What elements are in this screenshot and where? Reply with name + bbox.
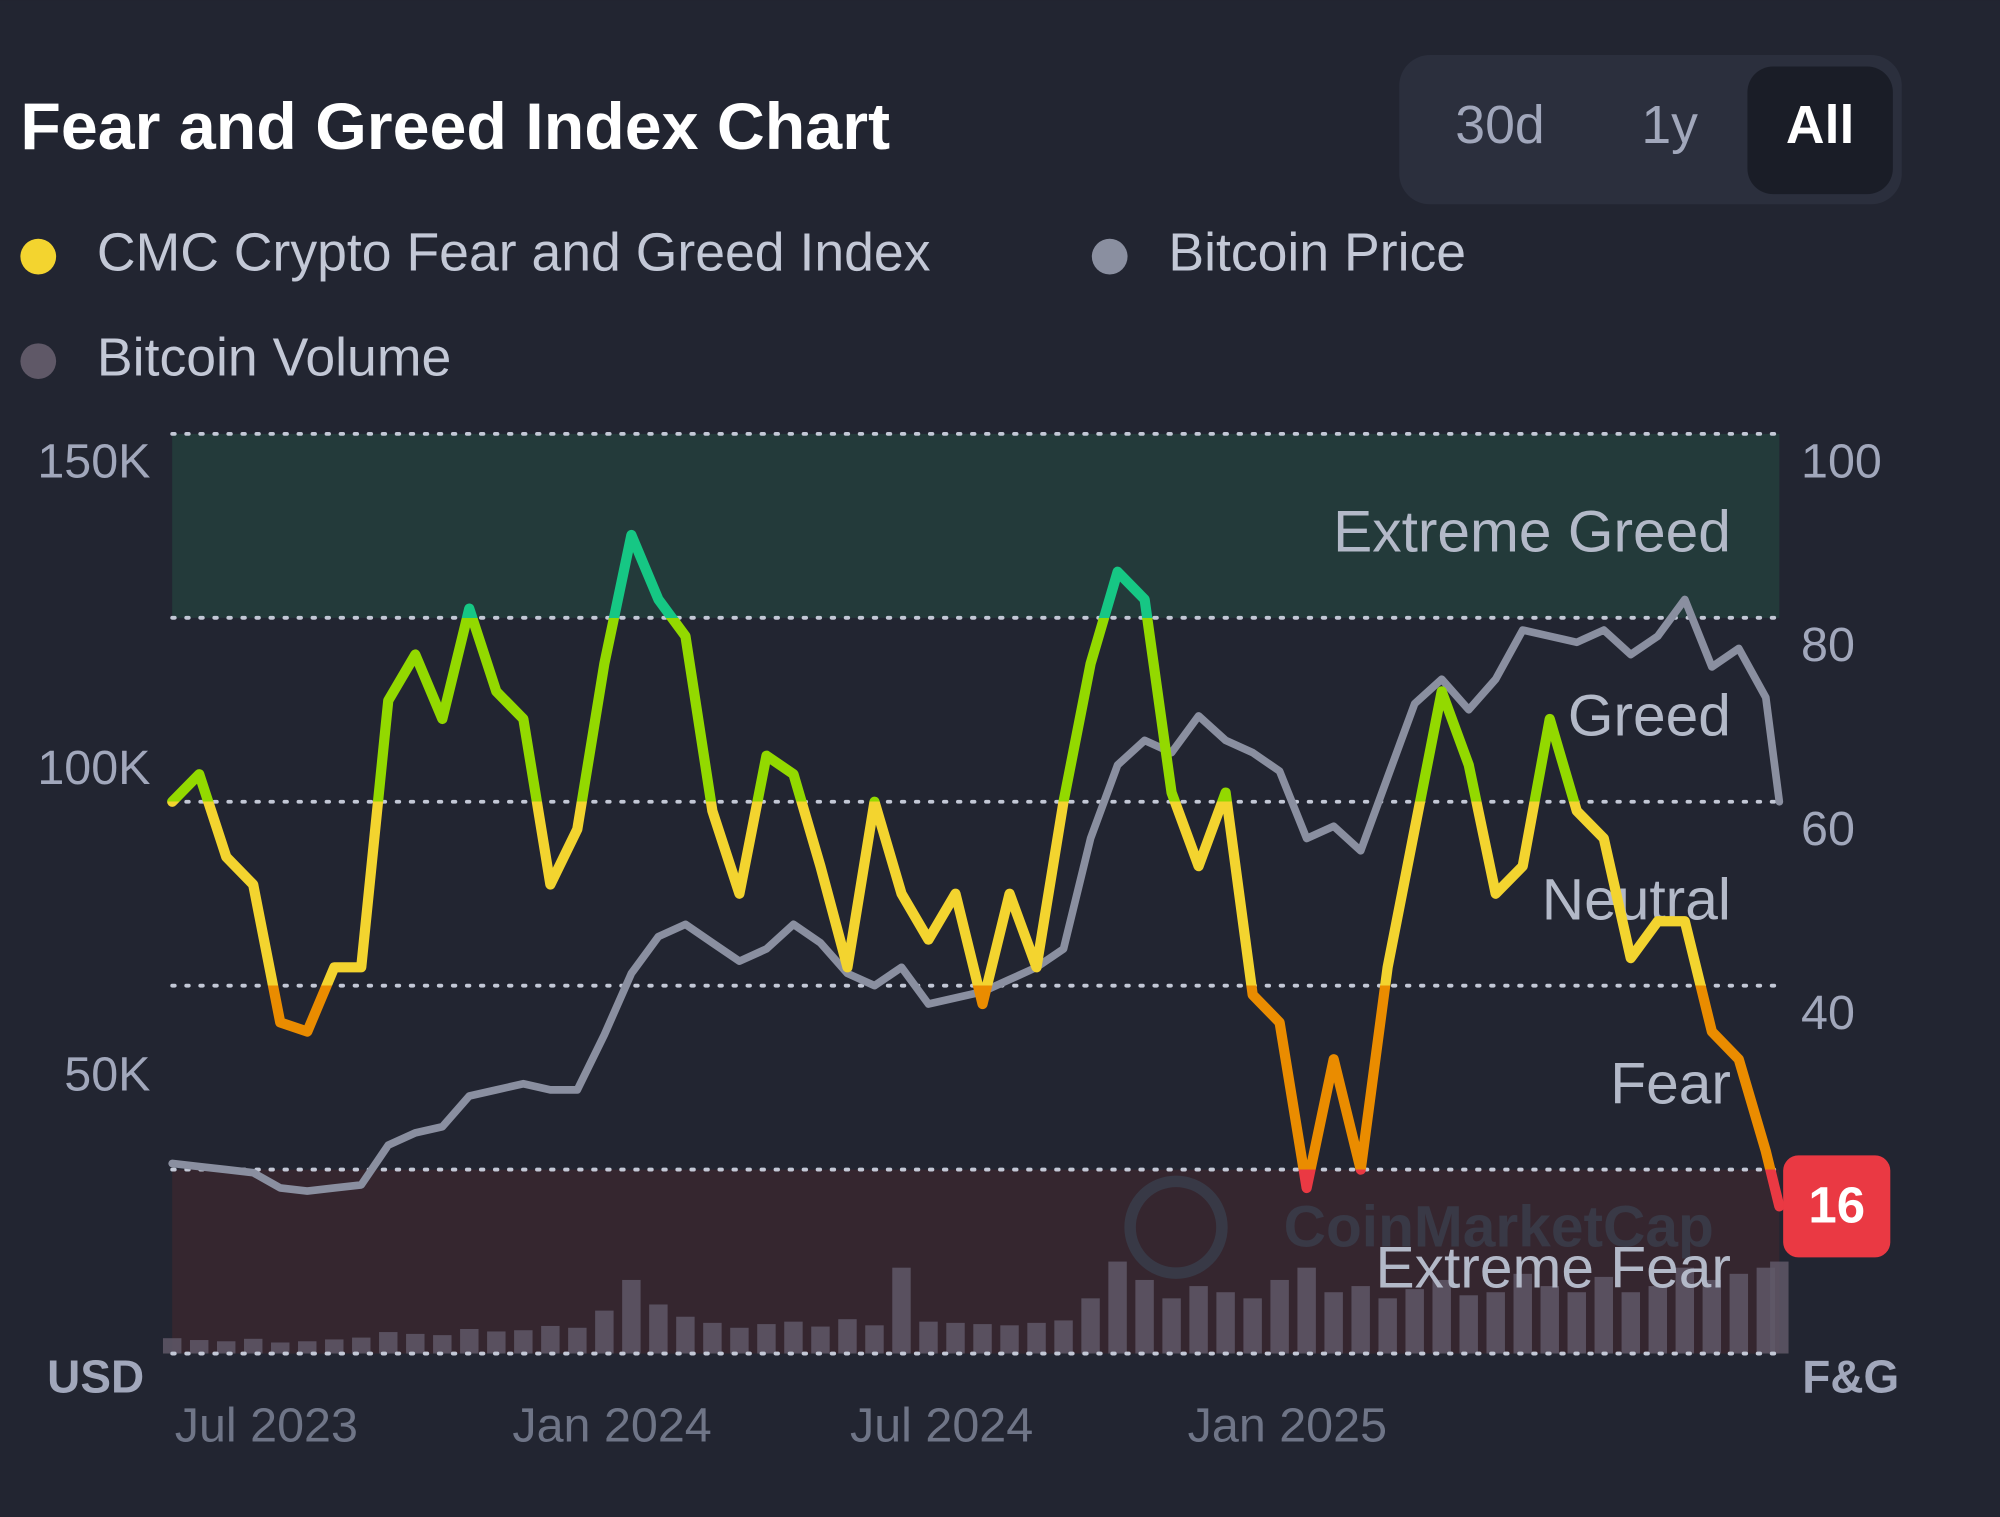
volume-bar: [271, 1342, 290, 1354]
legend-dot: [1091, 238, 1128, 275]
volume-bar: [892, 1267, 911, 1354]
volume-bar: [406, 1333, 425, 1354]
x-tick-label: Jan 2025: [1188, 1399, 1387, 1453]
volume-bar: [784, 1321, 803, 1354]
volume-bar: [919, 1321, 938, 1354]
volume-bar: [244, 1338, 263, 1354]
zone-label: Greed: [1568, 683, 1731, 748]
volume-bar: [1621, 1292, 1640, 1354]
volume-bar: [1162, 1298, 1181, 1354]
legend-label: Bitcoin Price: [1168, 224, 1466, 283]
last-value-badge: [1783, 1155, 1891, 1258]
volume-bar: [1108, 1261, 1127, 1354]
y-tick-label: 100K: [37, 741, 150, 795]
y-tick-label: 50K: [64, 1047, 150, 1101]
range-button[interactable]: 30d: [1455, 96, 1544, 155]
volume-bar: [1081, 1298, 1100, 1354]
volume-bar: [1243, 1298, 1262, 1354]
range-button[interactable]: 1y: [1641, 96, 1698, 155]
volume-bar: [541, 1325, 560, 1354]
volume-bar: [1054, 1320, 1073, 1354]
zone-band: [172, 1169, 1780, 1354]
volume-bar: [1216, 1292, 1235, 1354]
zone-label: Extreme Fear: [1376, 1235, 1731, 1300]
watermark: CoinMarketCap: [1284, 1195, 1714, 1260]
volume-bar: [487, 1331, 506, 1354]
volume-bar: [1594, 1276, 1613, 1354]
volume-bar: [379, 1332, 398, 1354]
y-axis-unit: USD: [47, 1350, 144, 1402]
volume-bar: [433, 1335, 452, 1354]
zone-label: Extreme Greed: [1333, 500, 1731, 565]
y-tick-label: 150K: [37, 434, 150, 488]
volume-bar: [1405, 1289, 1424, 1354]
volume-bar: [1351, 1286, 1370, 1354]
volume-bar: [1189, 1286, 1208, 1354]
watermark-logo: [1124, 1175, 1228, 1279]
y2-tick-label: 60: [1801, 802, 1855, 856]
volume-bar: [1000, 1325, 1019, 1354]
volume-bar: [865, 1325, 884, 1354]
volume-bar: [946, 1322, 965, 1354]
volume-bar: [1770, 1261, 1789, 1354]
volume-bar: [189, 1340, 209, 1354]
legend-dot: [20, 238, 57, 275]
fear-greed-line: [167, 529, 1785, 1212]
volume-bar: [514, 1330, 533, 1354]
volume-bar: [1027, 1322, 1046, 1354]
volume-bar: [1675, 1267, 1695, 1354]
volume-bar: [325, 1339, 344, 1354]
y2-tick-label: 100: [1801, 434, 1882, 488]
volume-bar: [838, 1319, 857, 1354]
volume-bar: [1135, 1279, 1154, 1354]
y2-tick-label: 80: [1801, 618, 1855, 672]
volume-bar: [1486, 1292, 1505, 1354]
volume-bar: [1648, 1286, 1668, 1354]
chart-title: Fear and Greed Index Chart: [20, 90, 890, 164]
volume-bar: [595, 1310, 614, 1354]
x-tick-label: Jan 2024: [512, 1399, 711, 1453]
last-value-label: 16: [1808, 1176, 1865, 1233]
legend-dot: [20, 343, 57, 380]
volume-bar: [811, 1326, 830, 1354]
y2-axis-unit: F&G: [1802, 1350, 1899, 1402]
volume-bar: [1702, 1279, 1722, 1354]
volume-bar: [973, 1324, 992, 1354]
range-button[interactable]: All: [1786, 96, 1854, 155]
volume-bar: [298, 1341, 317, 1354]
volume-bar: [1567, 1292, 1586, 1354]
volume-bar: [1270, 1279, 1289, 1354]
volume-bar: [1324, 1292, 1343, 1354]
x-tick-label: Jul 2023: [175, 1399, 358, 1453]
volume-bar: [352, 1337, 371, 1354]
volume-bar: [1540, 1286, 1559, 1354]
volume-bar: [730, 1327, 749, 1354]
volume-bar: [216, 1341, 236, 1354]
volume-bar: [676, 1316, 695, 1354]
volume-bar: [1378, 1298, 1397, 1354]
x-tick-label: Jul 2024: [850, 1399, 1033, 1453]
volume-bar: [1459, 1295, 1478, 1354]
volume-bar: [568, 1327, 587, 1354]
range-button-active[interactable]: [1747, 66, 1893, 195]
volume-bar: [1432, 1279, 1451, 1354]
volume-bar: [162, 1338, 182, 1354]
volume-bar: [460, 1329, 479, 1354]
zone-label: Neutral: [1542, 867, 1731, 932]
zone-band: [172, 433, 1780, 618]
volume-bar: [622, 1279, 641, 1354]
volume-bar: [1513, 1273, 1532, 1354]
volume-bar: [649, 1304, 668, 1354]
volume-bar: [1297, 1267, 1316, 1354]
volume-bar: [703, 1322, 722, 1354]
legend-label: Bitcoin Volume: [97, 328, 451, 387]
volume-bar: [757, 1324, 776, 1354]
volume-bar: [1729, 1273, 1749, 1354]
legend-label: CMC Crypto Fear and Greed Index: [97, 224, 931, 283]
zone-label: Fear: [1610, 1051, 1731, 1116]
y2-tick-label: 40: [1801, 986, 1855, 1040]
